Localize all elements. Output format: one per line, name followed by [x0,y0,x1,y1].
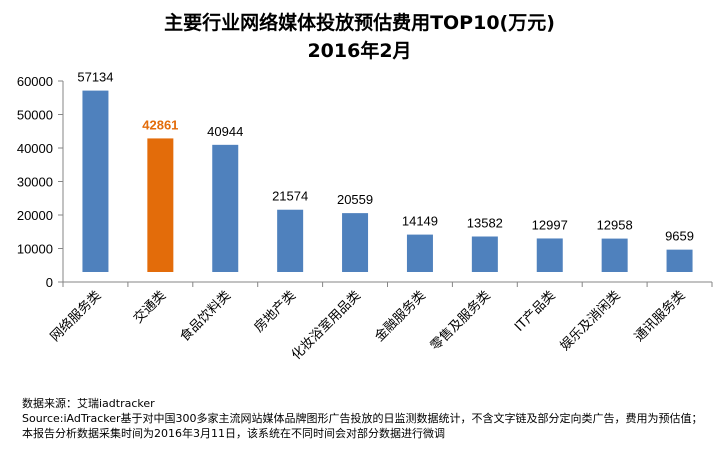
data-label: 57134 [77,70,113,85]
y-tick-label: 20000 [17,208,53,223]
bar [342,213,369,272]
x-tick-label: 金融服务类 [371,288,428,345]
y-tick-label: 10000 [17,242,53,257]
x-tick-label: 网络服务类 [47,288,104,345]
y-tick-label: 0 [46,275,53,290]
data-label: 14149 [402,214,438,229]
data-label: 9659 [665,229,694,244]
y-tick-label: 60000 [17,74,53,89]
x-tick-label: 零售及服务类 [427,288,493,354]
source-note: Source:iAdTracker基于对中国300多家主流网站媒体品牌图形广告投… [22,412,703,440]
bar [601,238,628,272]
x-tick-label: 通讯服务类 [631,288,688,345]
bar-chart: 0 10000 20000 30000 40000 50000 60000 57134 网络服务… [17,70,713,364]
x-tick-label: 房地产类 [251,288,299,336]
data-label: 12997 [532,217,568,232]
source-label: 数据来源：艾瑞iadtracker [22,397,155,410]
x-tick-label: 交通类 [130,288,169,327]
data-label: 13582 [467,216,503,231]
x-tick-label: 食品饮料类 [177,288,234,345]
data-label: 20559 [337,192,373,207]
data-label: 21574 [272,189,308,204]
x-tick-label: 化妆浴室用品类 [288,288,364,364]
data-label: 12958 [597,218,633,233]
bar [406,234,433,272]
y-tick-label: 40000 [17,141,53,156]
bar [471,236,498,272]
bar [212,144,239,272]
chart-title: 主要行业网络媒体投放预估费用TOP10(万元) [164,12,555,34]
y-tick-label: 30000 [17,175,53,190]
x-tick-label: IT产品类 [512,288,559,335]
data-label: 40944 [207,124,243,139]
bar [147,138,174,272]
x-tick-label: 娱乐及消闲类 [558,288,624,354]
bar [82,90,109,272]
chart-subtitle: 2016年2月 [307,40,412,62]
data-label: 42861 [142,117,178,132]
bar [666,249,693,272]
bar [277,209,304,272]
y-tick-label: 50000 [17,108,53,123]
bar [536,238,563,272]
